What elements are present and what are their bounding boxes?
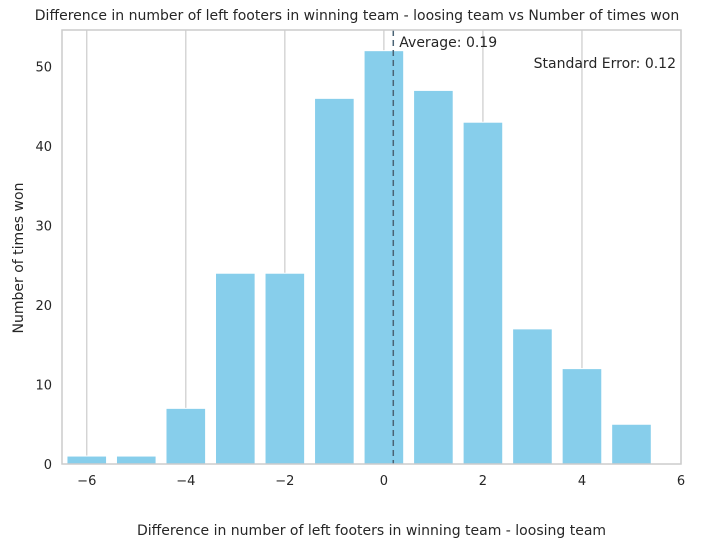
x-tick-label: −4: [176, 474, 195, 489]
bar: [264, 272, 306, 465]
y-tick-label: 50: [35, 61, 52, 76]
bar: [413, 89, 454, 465]
bar: [165, 407, 207, 465]
x-tick-label: 0: [380, 474, 388, 489]
bar: [462, 121, 504, 465]
y-tick-label: 30: [35, 220, 52, 235]
y-tick-label: 10: [35, 379, 52, 394]
bar: [363, 50, 405, 465]
bar: [561, 368, 603, 465]
bars: [66, 50, 652, 465]
y-tick-labels: 0 10 20 30 40 50: [35, 61, 52, 473]
bar: [66, 455, 108, 465]
y-tick-label: 40: [35, 140, 52, 155]
annotations: Average: 0.19 Standard Error: 0.12: [399, 35, 676, 72]
x-axis-label: Difference in number of left footers in …: [136, 523, 607, 539]
x-tick-label: 2: [479, 474, 487, 489]
x-tick-label: 4: [578, 474, 586, 489]
x-tick-label: −6: [77, 474, 96, 489]
bar: [611, 423, 652, 465]
chart-title: Difference in number of left footers in …: [34, 8, 680, 24]
average-annotation: Average: 0.19: [399, 35, 497, 51]
y-axis-label: Number of times won: [11, 182, 27, 334]
bar: [314, 97, 355, 465]
y-tick-label: 20: [35, 299, 52, 314]
standard-error-annotation: Standard Error: 0.12: [534, 56, 676, 72]
y-tick-label: 0: [44, 458, 52, 473]
x-tick-label: −2: [275, 474, 294, 489]
bar: [512, 328, 553, 465]
bar: [115, 455, 157, 465]
bar: [215, 272, 256, 465]
x-tick-labels: −6 −4 −2 0 2 4 6: [77, 474, 685, 489]
plot-frame: [61, 29, 682, 465]
x-tick-label: 6: [677, 474, 685, 489]
